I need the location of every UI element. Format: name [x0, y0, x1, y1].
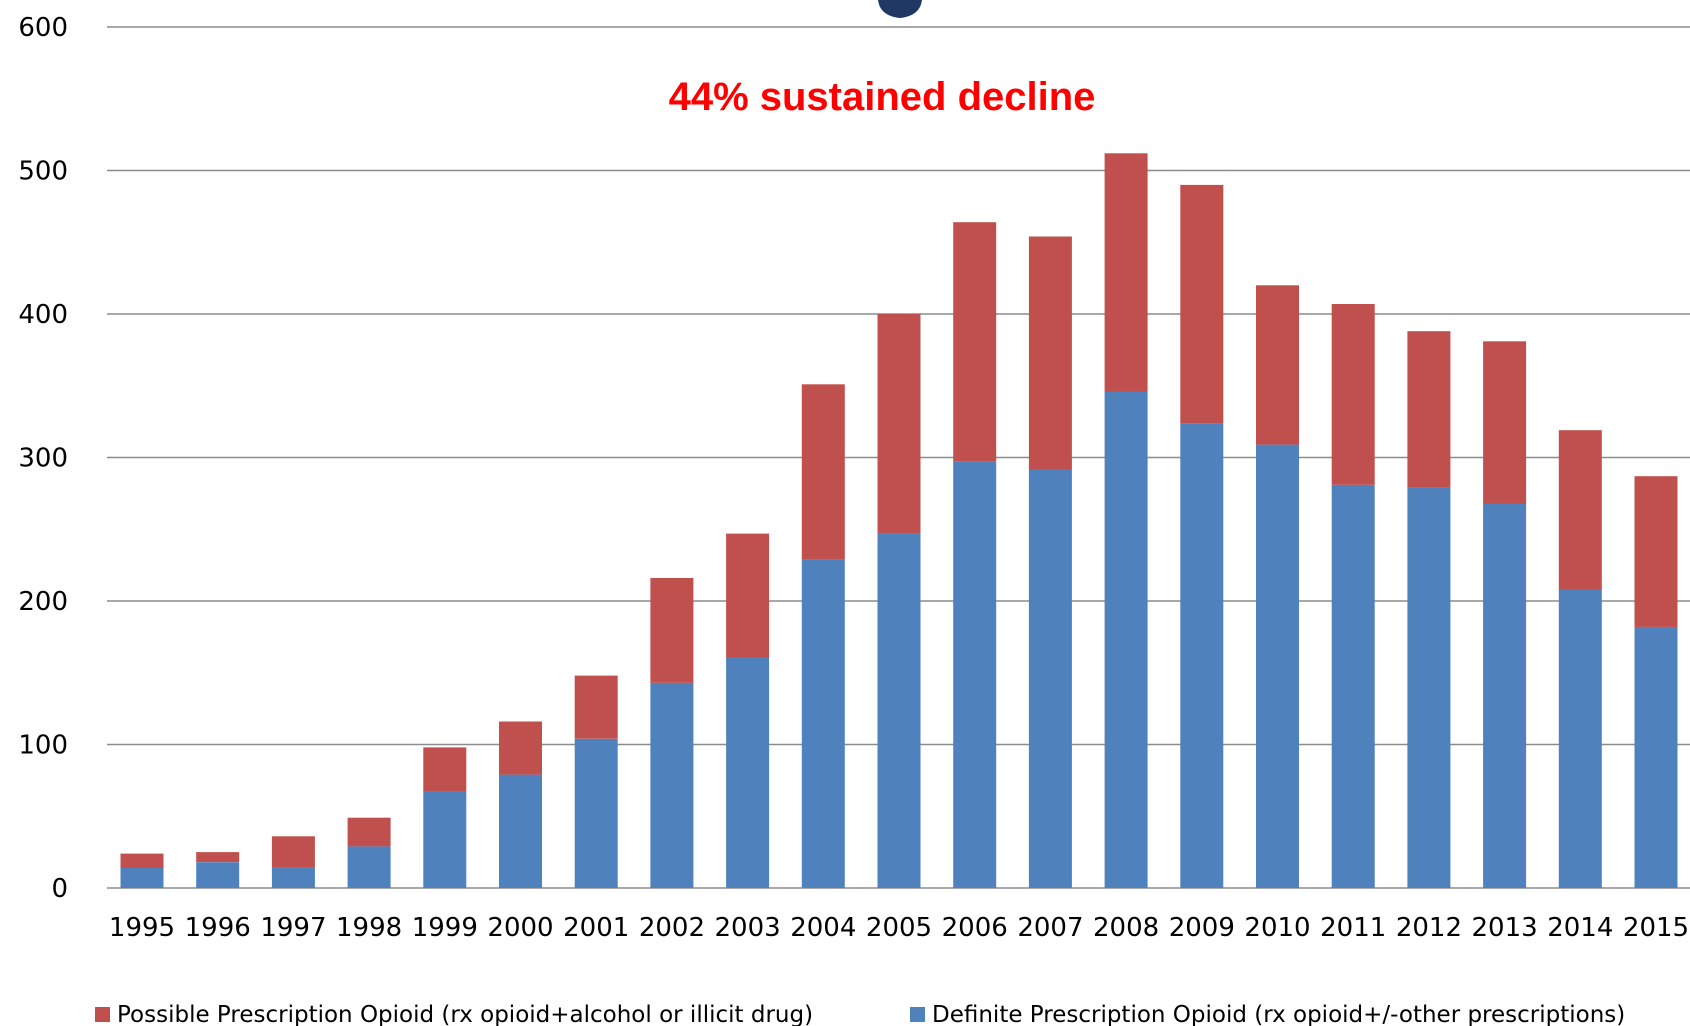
- x-tick-label: 2006: [942, 913, 1008, 943]
- y-tick-label: 500: [18, 157, 68, 187]
- bar-1995-series-0: [120, 867, 164, 888]
- bar-2003-series-0: [726, 657, 770, 888]
- x-tick-label: 2012: [1396, 913, 1462, 943]
- x-tick-label: 2002: [639, 913, 705, 943]
- y-tick-label: 300: [18, 444, 68, 474]
- x-tick-label: 1996: [185, 913, 251, 943]
- y-tick-label: 400: [18, 300, 68, 330]
- bar-2015-series-1: [1634, 476, 1678, 627]
- bar-2005-series-1: [877, 314, 921, 534]
- bar-2014-series-1: [1558, 430, 1602, 590]
- bar-2002-series-1: [650, 578, 694, 683]
- bar-2010-series-1: [1256, 285, 1299, 445]
- y-tick-label: 600: [18, 13, 68, 43]
- y-axis: 0 100 200 300 400 500 600: [18, 13, 68, 904]
- bar-2003-series-1: [726, 533, 770, 657]
- x-tick-label: 2003: [715, 913, 781, 943]
- bar-1997-series-0: [271, 867, 315, 888]
- bar-2004-series-0: [801, 559, 845, 888]
- legend-label-series-1: Possible Prescription Opioid (rx opioid+…: [117, 1002, 813, 1026]
- bar-1995-series-1: [120, 853, 164, 868]
- bar-2006-series-1: [953, 222, 997, 462]
- bar-2001-series-0: [574, 738, 618, 888]
- x-tick-label: 1999: [412, 913, 478, 943]
- y-tick-label: 100: [18, 731, 68, 761]
- legend-label-series-0: Definite Prescription Opioid (rx opioid+…: [932, 1002, 1625, 1026]
- bar-2008-series-1: [1104, 153, 1148, 392]
- bar-2004-series-1: [801, 384, 845, 560]
- bar-2011-series-0: [1331, 484, 1375, 888]
- x-tick-label: 2007: [1017, 913, 1083, 943]
- bar-2009-series-0: [1180, 423, 1224, 888]
- annotation-sustained-decline: 44% sustained decline: [669, 75, 1096, 119]
- bar-2002-series-0: [650, 682, 694, 888]
- bar-2000-series-0: [499, 774, 542, 888]
- bar-2005-series-0: [877, 533, 921, 888]
- bar-2013-series-1: [1483, 341, 1527, 504]
- x-tick-label: 2008: [1093, 913, 1159, 943]
- x-tick-label: 2014: [1547, 913, 1613, 943]
- x-tick-label: 2013: [1472, 913, 1538, 943]
- x-tick-label: 2011: [1320, 913, 1386, 943]
- bar-1997-series-1: [271, 836, 315, 868]
- bar-2011-series-1: [1331, 304, 1375, 485]
- bar-1998-series-0: [347, 846, 391, 888]
- legend-swatch-series-1: [95, 1007, 110, 1022]
- bar-1996-series-0: [196, 862, 240, 888]
- bar-2012-series-1: [1407, 331, 1451, 488]
- x-tick-label: 2005: [866, 913, 932, 943]
- bar-2007-series-1: [1028, 236, 1072, 469]
- cropped-title-fragment: [878, 0, 922, 18]
- legend: Possible Prescription Opioid (rx opioid+…: [95, 1002, 1625, 1026]
- x-tick-label: 2015: [1623, 913, 1689, 943]
- y-tick-label: 0: [51, 874, 68, 904]
- x-tick-label: 1995: [109, 913, 175, 943]
- legend-swatch-series-0: [910, 1007, 925, 1022]
- bar-2012-series-0: [1407, 487, 1451, 888]
- bar-2015-series-0: [1634, 626, 1678, 888]
- bar-2006-series-0: [953, 461, 997, 888]
- x-tick-label: 1997: [260, 913, 326, 943]
- x-tick-label: 2004: [790, 913, 856, 943]
- bar-1998-series-1: [347, 817, 391, 847]
- bar-2007-series-0: [1028, 469, 1072, 888]
- x-tick-label: 1998: [336, 913, 402, 943]
- x-tick-label: 2010: [1244, 913, 1310, 943]
- x-axis: 1995 1996 1997 1998 1999 2000 2001 2002 2003 2004…: [109, 913, 1689, 943]
- bar-2008-series-0: [1104, 391, 1148, 888]
- bars: [120, 153, 1678, 888]
- x-tick-label: 2001: [563, 913, 629, 943]
- x-tick-label: 2009: [1169, 913, 1235, 943]
- bar-2009-series-1: [1180, 184, 1224, 424]
- bar-2001-series-1: [574, 675, 618, 739]
- bar-2013-series-0: [1483, 503, 1527, 888]
- bar-2010-series-0: [1256, 444, 1299, 888]
- y-tick-label: 200: [18, 587, 68, 617]
- bar-1999-series-1: [423, 747, 467, 792]
- x-tick-label: 2000: [487, 913, 553, 943]
- bar-2014-series-0: [1558, 589, 1602, 888]
- bar-1996-series-1: [196, 852, 240, 863]
- bar-1999-series-0: [423, 791, 467, 888]
- bar-2000-series-1: [499, 721, 542, 775]
